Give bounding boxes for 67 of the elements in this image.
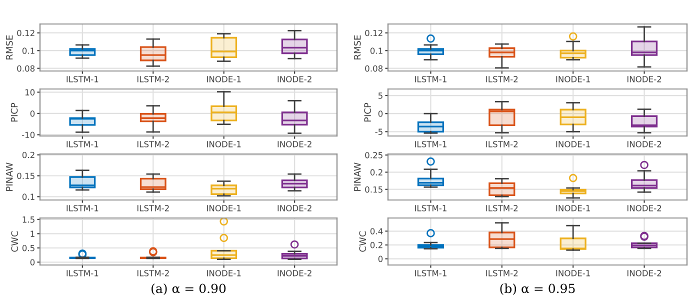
x-tick-label: ILSTM-1 (415, 141, 446, 148)
y-tick-label: 0.4 (370, 228, 383, 234)
y-axis-title: PINAW (354, 162, 361, 191)
y-tick-label: 0.1 (22, 48, 34, 54)
x-tick-label: INODE-1 (207, 205, 241, 212)
x-tick-label: INODE-1 (556, 76, 590, 82)
x-tick-label: INODE-2 (627, 270, 662, 276)
x-tick-label: ILSTM-2 (137, 205, 169, 212)
x-tick-label: ILSTM-2 (486, 270, 518, 276)
x-tick-label: ILSTM-1 (415, 76, 446, 82)
y-tick-label: 0.2 (22, 152, 34, 158)
y-tick-label: 0 (30, 259, 35, 266)
x-tick-label: INODE-1 (556, 270, 590, 276)
x-tick-label: ILSTM-2 (137, 270, 169, 276)
y-tick-label: 0.5 (22, 244, 34, 252)
y-tick-label: 0.1 (22, 194, 34, 200)
y-axis-title: PICP (364, 102, 371, 122)
y-tick-label: -5 (375, 128, 382, 135)
y-axis-title: CWC (11, 231, 18, 252)
y-tick-label: 1 (30, 230, 34, 237)
x-tick-label: ILSTM-2 (486, 141, 518, 148)
y-axis-title: RMSE (6, 35, 13, 60)
y-tick-label: 1.5 (22, 216, 34, 223)
y-tick-label: 0.1 (370, 48, 382, 54)
y-tick-label: 0.08 (365, 65, 383, 72)
x-tick-label: ILSTM-2 (137, 141, 169, 148)
x-tick-label: INODE-1 (207, 141, 241, 148)
x-tick-label: ILSTM-1 (66, 205, 98, 212)
x-tick-label: ILSTM-1 (66, 141, 98, 148)
y-tick-label: 0.12 (365, 30, 382, 36)
y-tick-label: 0 (378, 110, 383, 117)
y-axis-title: PICP (10, 102, 18, 122)
y-tick-label: 0.2 (370, 169, 382, 176)
y-tick-label: 0.25 (365, 152, 382, 158)
y-tick-label: -10 (22, 132, 35, 138)
x-tick-label: INODE-2 (278, 76, 312, 82)
y-tick-label: 5 (378, 92, 382, 99)
x-tick-label: INODE-2 (627, 205, 662, 212)
x-tick-label: INODE-2 (278, 270, 312, 276)
y-tick-label: 0.2 (370, 242, 382, 248)
y-tick-label: 0 (30, 110, 35, 117)
x-tick-label: ILSTM-1 (66, 76, 98, 82)
x-tick-label: INODE-2 (278, 141, 312, 148)
y-tick-label: 0.12 (17, 30, 34, 36)
x-tick-label: ILSTM-1 (66, 270, 98, 276)
y-axis-title: CWC (359, 231, 366, 252)
x-axis-title: (b) α = 0.95 (500, 283, 575, 295)
x-tick-label: ILSTM-2 (486, 76, 518, 82)
y-axis-title: PINAW (6, 162, 13, 191)
x-tick-label: INODE-1 (556, 205, 590, 212)
x-tick-label: INODE-2 (627, 76, 662, 82)
x-tick-label: ILSTM-2 (486, 205, 518, 212)
y-tick-label: 0.15 (17, 172, 34, 180)
x-tick-label: INODE-1 (207, 270, 241, 276)
x-tick-label: INODE-1 (207, 76, 241, 82)
x-tick-label: INODE-1 (556, 141, 590, 148)
y-tick-label: 10 (25, 89, 35, 96)
y-tick-label: 0 (378, 256, 383, 262)
y-tick-label: 0.08 (17, 65, 35, 72)
x-tick-label: INODE-2 (627, 141, 662, 148)
x-tick-label: ILSTM-1 (415, 270, 446, 276)
x-tick-label: ILSTM-2 (137, 76, 169, 82)
y-axis-title: RMSE (354, 35, 361, 60)
x-tick-label: INODE-2 (278, 205, 312, 212)
x-tick-label: ILSTM-1 (415, 205, 446, 212)
y-tick-label: 0.15 (365, 186, 382, 193)
x-axis-title: (a) α = 0.90 (152, 283, 226, 295)
